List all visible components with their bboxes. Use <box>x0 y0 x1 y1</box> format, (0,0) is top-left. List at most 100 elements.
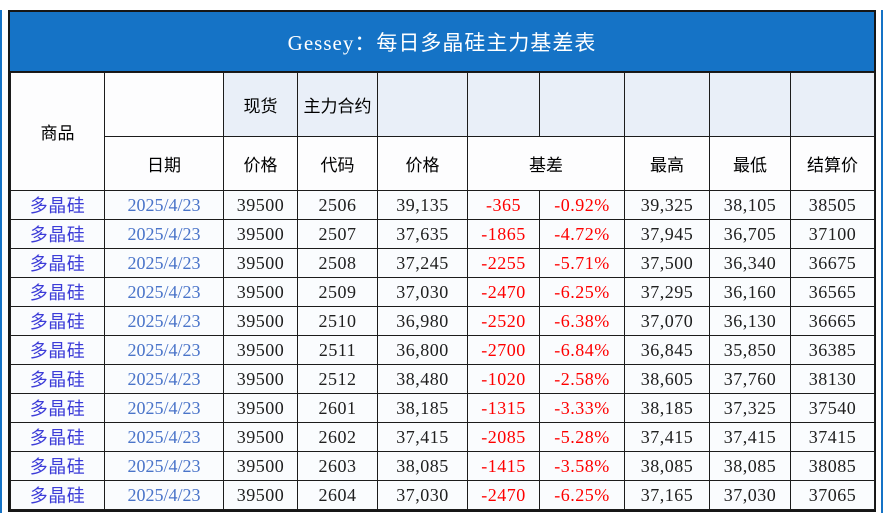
cell-date: 2025/4/23 <box>104 480 224 510</box>
cell-date: 2025/4/23 <box>104 451 224 481</box>
cell-date: 2025/4/23 <box>104 190 224 220</box>
cell-high: 37,070 <box>624 306 710 336</box>
table-row: 多晶硅 2025/4/23 39500 2603 38,085 -1415 -3… <box>10 451 875 481</box>
cell-settle-price: 37540 <box>790 393 875 423</box>
cell-commodity: 多晶硅 <box>10 451 105 481</box>
cell-high: 37,165 <box>624 480 710 510</box>
cell-settle-price: 36665 <box>790 306 875 336</box>
cell-high: 37,415 <box>624 422 710 452</box>
cell-contract-code: 2603 <box>297 451 378 481</box>
cell-spot-price: 39500 <box>223 364 298 394</box>
header-blank-cell <box>377 72 468 137</box>
cell-basis: -2470 <box>467 277 540 307</box>
cell-spot-price: 39500 <box>223 451 298 481</box>
cell-low: 36,130 <box>709 306 791 336</box>
cell-basis-percent: -6.25% <box>539 480 625 510</box>
cell-commodity: 多晶硅 <box>10 248 105 278</box>
cell-high: 37,295 <box>624 277 710 307</box>
cell-commodity: 多晶硅 <box>10 422 105 452</box>
header-blank-cell <box>709 72 791 137</box>
cell-low: 37,325 <box>709 393 791 423</box>
report-title: Gessey：每日多晶硅主力基差表 <box>287 30 597 55</box>
cell-basis: -1315 <box>467 393 540 423</box>
cell-high: 38,605 <box>624 364 710 394</box>
cell-date: 2025/4/23 <box>104 306 224 336</box>
cell-spot-price: 39500 <box>223 480 298 510</box>
table-row: 多晶硅 2025/4/23 39500 2512 38,480 -1020 -2… <box>10 364 875 394</box>
cell-spot-price: 39500 <box>223 422 298 452</box>
report-title-bar: Gessey：每日多晶硅主力基差表 <box>10 12 874 72</box>
table-row: 多晶硅 2025/4/23 39500 2510 36,980 -2520 -6… <box>10 306 875 336</box>
cell-date: 2025/4/23 <box>104 219 224 249</box>
cell-basis: -2700 <box>467 335 540 365</box>
cell-basis: -365 <box>467 190 540 220</box>
col-header-spot-price: 价格 <box>223 136 298 191</box>
cell-commodity: 多晶硅 <box>10 480 105 510</box>
cell-basis-percent: -2.58% <box>539 364 625 394</box>
cell-basis: -1020 <box>467 364 540 394</box>
cell-basis: -2085 <box>467 422 540 452</box>
header-row-columns: 日期 价格 代码 价格 基差 最高 最低 结算价 <box>11 136 875 191</box>
cell-contract-code: 2511 <box>297 335 378 365</box>
table-row: 多晶硅 2025/4/23 39500 2506 39,135 -365 -0.… <box>10 190 875 220</box>
cell-low: 38,085 <box>709 451 791 481</box>
table-row: 多晶硅 2025/4/23 39500 2511 36,800 -2700 -6… <box>10 335 875 365</box>
cell-low: 37,030 <box>709 480 791 510</box>
cell-basis: -2520 <box>467 306 540 336</box>
cell-basis: -1415 <box>467 451 540 481</box>
cell-low: 36,705 <box>709 219 791 249</box>
cell-low: 35,850 <box>709 335 791 365</box>
col-header-code: 代码 <box>297 136 378 191</box>
cell-spot-price: 39500 <box>223 277 298 307</box>
cell-high: 37,500 <box>624 248 710 278</box>
cell-spot-price: 39500 <box>223 306 298 336</box>
header-blank-cell <box>624 72 710 137</box>
cell-spot-price: 39500 <box>223 335 298 365</box>
right-edge-line <box>881 10 883 513</box>
col-header-commodity: 商品 <box>10 72 105 191</box>
header-blank-cell <box>790 72 875 137</box>
cell-commodity: 多晶硅 <box>10 393 105 423</box>
col-header-settle: 结算价 <box>790 136 875 191</box>
col-header-basis: 基差 <box>467 136 625 191</box>
cell-contract-price: 39,135 <box>377 190 468 220</box>
cell-contract-code: 2512 <box>297 364 378 394</box>
cell-spot-price: 39500 <box>223 219 298 249</box>
cell-basis: -2470 <box>467 480 540 510</box>
cell-settle-price: 38505 <box>790 190 875 220</box>
cell-settle-price: 36385 <box>790 335 875 365</box>
cell-settle-price: 37415 <box>790 422 875 452</box>
cell-contract-price: 36,980 <box>377 306 468 336</box>
col-header-high: 最高 <box>624 136 710 191</box>
cell-contract-code: 2601 <box>297 393 378 423</box>
cell-spot-price: 39500 <box>223 248 298 278</box>
cell-contract-code: 2510 <box>297 306 378 336</box>
cell-commodity: 多晶硅 <box>10 335 105 365</box>
cell-contract-code: 2604 <box>297 480 378 510</box>
cell-date: 2025/4/23 <box>104 277 224 307</box>
cell-basis-percent: -3.58% <box>539 451 625 481</box>
cell-contract-code: 2602 <box>297 422 378 452</box>
basis-table: 商品 现货 主力合约 日期 价格 代码 价格 基差 <box>10 72 875 510</box>
cell-contract-code: 2509 <box>297 277 378 307</box>
cell-basis-percent: -6.84% <box>539 335 625 365</box>
cell-contract-price: 38,480 <box>377 364 468 394</box>
cell-contract-price: 37,635 <box>377 219 468 249</box>
cell-settle-price: 38130 <box>790 364 875 394</box>
table-row: 多晶硅 2025/4/23 39500 2508 37,245 -2255 -5… <box>10 248 875 278</box>
cell-low: 38,105 <box>709 190 791 220</box>
cell-commodity: 多晶硅 <box>10 219 105 249</box>
header-empty-cell <box>104 72 224 137</box>
cell-basis-percent: -4.72% <box>539 219 625 249</box>
cell-contract-price: 37,030 <box>377 277 468 307</box>
cell-settle-price: 36565 <box>790 277 875 307</box>
cell-low: 37,415 <box>709 422 791 452</box>
cell-high: 38,185 <box>624 393 710 423</box>
cell-basis: -1865 <box>467 219 540 249</box>
cell-date: 2025/4/23 <box>104 364 224 394</box>
group-header-main-contract: 主力合约 <box>297 72 378 137</box>
cell-basis: -2255 <box>467 248 540 278</box>
header-row-groups: 商品 现货 主力合约 <box>10 72 875 191</box>
cell-contract-price: 37,415 <box>377 422 468 452</box>
